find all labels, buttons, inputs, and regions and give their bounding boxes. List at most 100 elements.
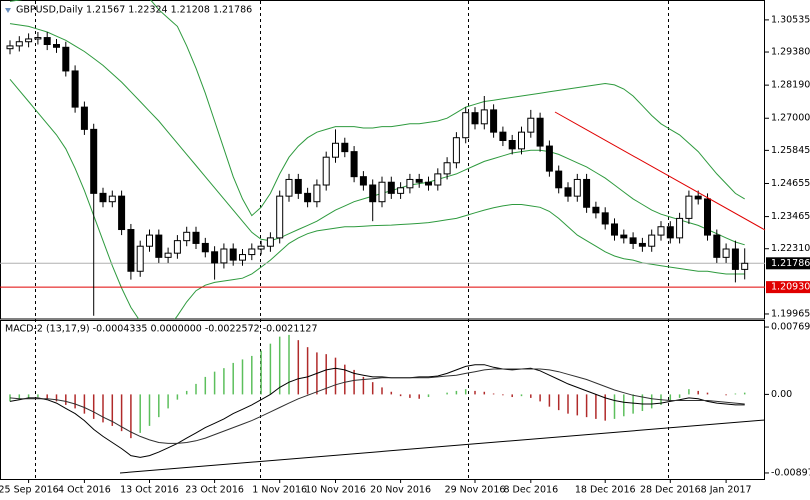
y-tick-label: 1.27000 — [771, 113, 810, 124]
candle-body — [704, 198, 711, 236]
candle-body — [90, 128, 98, 194]
candle-body — [276, 195, 284, 239]
candle-body — [220, 248, 228, 264]
y-tick-label: 0.00 — [771, 389, 792, 400]
current-price-tag — [766, 257, 810, 270]
candle-body — [555, 170, 563, 189]
macd-line — [9, 368, 745, 444]
candle-body — [694, 195, 702, 200]
band-upper — [9, 0, 745, 217]
candle-body — [192, 231, 200, 244]
macd-layer — [9, 334, 746, 458]
x-tick-label: 25 Sep 2016 — [0, 485, 59, 496]
period-separators — [35, 1, 669, 479]
candle-body — [332, 142, 339, 158]
current-price-label: 1.21786 — [771, 258, 810, 269]
candle-body — [471, 112, 479, 125]
candle-body — [518, 131, 525, 150]
candle-body — [573, 178, 581, 197]
candle-body — [285, 178, 293, 197]
y-tick-label: 1.22310 — [771, 243, 810, 254]
y-tick-label: 0.007698 — [771, 322, 810, 333]
candle-body — [406, 178, 414, 189]
x-tick-label: 8 Jan 2017 — [701, 485, 752, 496]
candle-body — [545, 145, 553, 172]
candle-body — [62, 46, 70, 72]
candle-body — [638, 242, 646, 247]
macd-line — [9, 364, 745, 458]
candle-body — [499, 131, 507, 141]
candle-body — [118, 195, 126, 231]
candle-body — [378, 181, 386, 203]
candle-body — [583, 178, 591, 208]
symbol-icon — [5, 8, 11, 13]
x-tick-label: 13 Oct 2016 — [120, 485, 179, 496]
candle-body — [313, 184, 321, 203]
candle-body — [536, 117, 544, 147]
candle-body — [387, 181, 395, 194]
candle-body — [611, 223, 618, 236]
macd-title: MACD-2 (13,17,9) -0.0004335 0.0000000 -0… — [5, 324, 318, 335]
candle-body — [53, 44, 60, 48]
macd-trend-line — [119, 419, 766, 474]
axis-layer: 1.30535 1.29380 1.28190 1.27000 1.25845 1.246… — [0, 14, 810, 496]
candle-body — [127, 229, 135, 272]
level-tag — [766, 281, 810, 294]
candle-body — [592, 206, 600, 214]
chart-title: GBPUSD,Daily 1.21567 1.22324 1.21208 1.2… — [16, 5, 252, 16]
candle-body — [211, 251, 219, 264]
candle-body — [648, 234, 656, 247]
candle-body — [601, 212, 609, 225]
x-tick-label: 29 Nov 2016 — [445, 485, 506, 496]
band-middle — [9, 23, 745, 246]
band-lower — [9, 78, 745, 319]
candle-body — [173, 240, 181, 254]
candle-body — [480, 109, 488, 125]
candle-body — [71, 70, 79, 108]
candle-body — [508, 139, 516, 150]
y-tick-label: 1.24655 — [771, 178, 810, 189]
x-tick-label: 28 Dec 2016 — [640, 485, 701, 496]
candle-body — [80, 106, 88, 130]
candle-body — [629, 237, 637, 244]
candle-body — [201, 242, 209, 253]
candle-body — [341, 142, 349, 153]
y-tick-label: -0.008979 — [771, 467, 810, 478]
candle-body — [294, 178, 302, 194]
candle-body — [25, 38, 33, 43]
candle-body — [266, 237, 274, 247]
candle-body — [452, 137, 460, 164]
candle-body — [620, 234, 628, 239]
candle-body — [164, 252, 172, 258]
candle-body — [322, 156, 330, 186]
y-tick-label: 1.30535 — [771, 14, 810, 25]
x-tick-label: 4 Oct 2016 — [58, 485, 111, 496]
candle-body — [239, 254, 246, 261]
candle-body — [415, 178, 423, 183]
candle-body — [731, 248, 739, 270]
candle-body — [146, 234, 153, 247]
candle-body — [136, 245, 144, 272]
candle-body — [257, 245, 265, 250]
candle-body — [397, 187, 405, 194]
x-tick-label: 1 Nov 2016 — [252, 485, 307, 496]
candle-body — [248, 248, 256, 256]
candle-body — [183, 231, 191, 242]
candle-body — [99, 192, 107, 203]
candle-body — [350, 151, 358, 178]
candle-body — [425, 181, 432, 186]
x-tick-label: 23 Oct 2016 — [185, 485, 244, 496]
candle-body — [359, 176, 367, 186]
candle-body — [304, 192, 312, 203]
candle-body — [6, 45, 14, 50]
candle-body — [666, 226, 674, 239]
candle-body — [369, 184, 377, 203]
candle-body — [676, 217, 684, 239]
candle-body — [15, 41, 23, 47]
y-tick-label: 1.23465 — [771, 211, 810, 222]
trend-line — [554, 111, 766, 231]
x-tick-label: 20 Nov 2016 — [370, 485, 431, 496]
candle-body — [741, 262, 749, 270]
